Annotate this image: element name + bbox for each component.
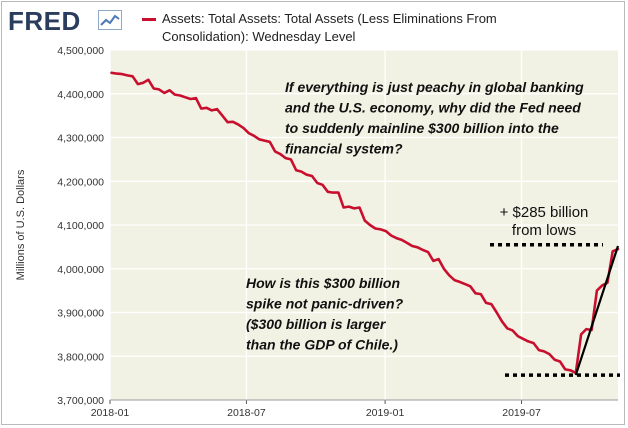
legend-series-label: Assets: Total Assets: Total Assets (Less… — [162, 10, 582, 46]
trend-line — [574, 245, 620, 376]
annotation-layer: If everything is just peachy in global b… — [246, 79, 588, 353]
x-tick-label: 2019-01 — [366, 407, 405, 419]
axes-layer: 3,700,000 3,800,000 3,900,000 4,000,000 4,10… — [15, 45, 618, 419]
annotation-question-top: If everything is just peachy in global b… — [285, 79, 584, 157]
y-axis-title: Millions of U.S. Dollars — [15, 169, 27, 280]
x-tick-label: 2018-01 — [91, 407, 130, 419]
annotation-question-bottom-line: How is this $300 billion — [246, 275, 400, 291]
y-tick-label: 4,000,000 — [57, 264, 104, 276]
y-tick-label: 4,100,000 — [57, 220, 104, 232]
y-tick-label: 4,200,000 — [57, 176, 104, 188]
legend-series-label-line2: Consolidation): Wednesday Level — [162, 29, 356, 44]
x-tick-label: 2019-07 — [502, 407, 541, 419]
x-tick-label: 2018-07 — [227, 407, 266, 419]
annotation-question-bottom-line: spike not panic-driven? — [246, 296, 404, 312]
annotation-gain-label: + $285 billion from lows — [500, 204, 589, 239]
fred-logo: FRED — [8, 6, 81, 36]
y-tick-label: 3,800,000 — [57, 351, 104, 363]
overlay-layer — [490, 242, 620, 377]
y-tick-label: 4,400,000 — [57, 89, 104, 101]
annotation-question-top-line: to suddenly mainline $300 billion into t… — [285, 120, 559, 136]
y-tick-label: 3,700,000 — [57, 395, 104, 407]
annotation-gain-label-line: + $285 billion — [500, 204, 589, 221]
annotation-question-bottom-line: ($300 billion is larger — [246, 316, 387, 332]
series-layer — [110, 71, 620, 375]
annotation-question-bottom: How is this $300 billion spike not panic-… — [246, 275, 404, 353]
legend-series-label-line1: Assets: Total Assets: Total Assets (Less… — [162, 11, 497, 26]
annotation-question-top-line: If everything is just peachy in global b… — [285, 79, 584, 95]
legend-series-swatch — [142, 18, 156, 21]
y-tick-label: 4,500,000 — [57, 45, 104, 57]
annotation-gain-label-line: from lows — [512, 222, 576, 239]
annotation-question-top-line: financial system? — [285, 141, 403, 157]
fred-logo-chart-icon — [98, 10, 122, 30]
y-tick-label: 4,300,000 — [57, 133, 104, 145]
chart-header: FRED Assets: Total Assets: Total Assets … — [6, 4, 616, 44]
annotation-question-top-line: and the U.S. economy, why did the Fed ne… — [285, 100, 581, 116]
annotation-question-bottom-line: than the GDP of Chile.) — [246, 337, 398, 353]
y-tick-label: 3,900,000 — [57, 308, 104, 320]
series-line — [110, 71, 620, 375]
